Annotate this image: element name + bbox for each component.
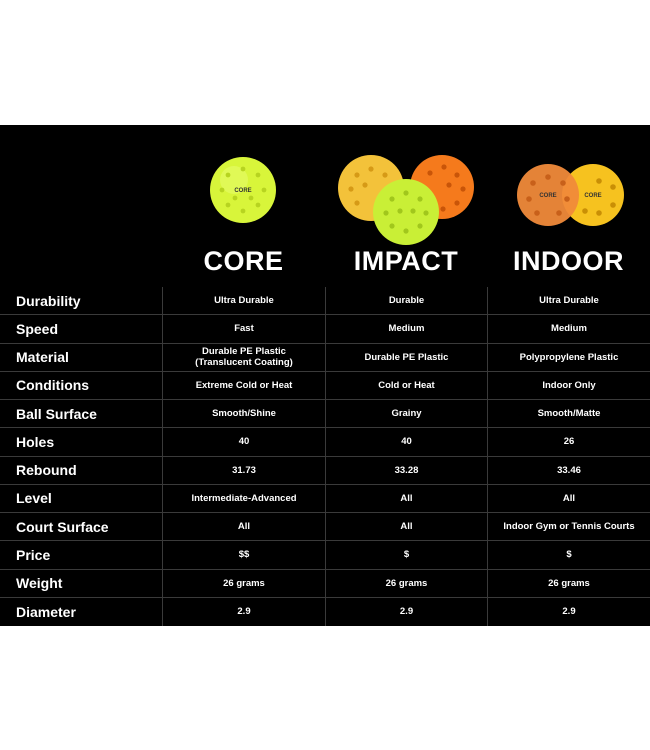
spec-value: 40 [325, 428, 487, 456]
spec-label: Conditions [16, 377, 90, 394]
spec-value: 40 [162, 428, 325, 456]
spec-label: Court Surface [16, 518, 109, 535]
spec-value: 2.9 [325, 597, 487, 626]
spec-label: Material [16, 349, 69, 366]
spec-value: Durable [325, 287, 487, 315]
spec-value: Polypropylene Plastic [487, 343, 650, 371]
spec-value: $ [487, 541, 650, 569]
comparison-header: CORE CORE [0, 125, 650, 287]
spec-label: Price [16, 546, 51, 563]
svg-text:CORE: CORE [234, 188, 251, 194]
spec-value: Ultra Durable [487, 287, 650, 315]
spec-value: Durable PE Plastic [325, 343, 487, 371]
spec-value: Durable PE Plastic (Translucent Coating) [162, 343, 325, 371]
spec-value: 26 [487, 428, 650, 456]
spec-row: Material Durable PE Plastic (Translucent C… [0, 343, 650, 372]
spec-row: Weight 26 grams 26 grams 26 grams [0, 569, 650, 598]
spec-value: 2.9 [487, 597, 650, 626]
spec-row: Court Surface All All Indoor Gym or Tennis … [0, 513, 650, 542]
spec-label: Rebound [16, 462, 77, 479]
spec-value: All [162, 513, 325, 541]
spec-row: Diameter 2.9 2.9 2.9 [0, 597, 650, 626]
spec-row: Conditions Extreme Cold or Heat Cold or He… [0, 371, 650, 400]
core-ball-icon: CORE [210, 157, 276, 223]
spec-value: Ultra Durable [162, 287, 325, 315]
spec-label: Level [16, 490, 52, 507]
indoor-ball-yellow-icon: CORE [562, 164, 624, 226]
spec-value: 26 grams [487, 569, 650, 597]
spec-value: Extreme Cold or Heat [162, 371, 325, 399]
spec-row: Rebound 31.73 33.28 33.46 [0, 456, 650, 485]
spec-value: 33.28 [325, 456, 487, 484]
column-head-indoor: CORE CORE INDOOR [487, 125, 650, 287]
column-head-impact: IMPACT [325, 125, 487, 287]
spec-label: Speed [16, 320, 59, 337]
spec-value: All [325, 484, 487, 512]
svg-text:CORE: CORE [584, 193, 601, 199]
svg-text:CORE: CORE [539, 193, 556, 199]
impact-ball-green-icon [373, 179, 439, 245]
ball-image-core: CORE [162, 125, 325, 245]
spec-row: Price $$ $ $ [0, 541, 650, 570]
column-title-indoor: INDOOR [513, 246, 624, 276]
spec-label: Weight [16, 575, 63, 592]
spec-label: Durability [16, 292, 81, 309]
spec-value: Smooth/Shine [162, 400, 325, 428]
column-title-impact: IMPACT [353, 246, 459, 276]
spec-label: Ball Surface [16, 405, 97, 422]
spec-row: Holes 40 40 26 [0, 428, 650, 457]
spec-value: Fast [162, 315, 325, 343]
spec-value: All [487, 484, 650, 512]
spec-value: Indoor Gym or Tennis Courts [487, 513, 650, 541]
spec-row: Ball Surface Smooth/Shine Grainy Smooth/Mat… [0, 400, 650, 429]
spec-row: Durability Ultra Durable Durable Ultra Dura… [0, 287, 650, 316]
spec-value: Cold or Heat [325, 371, 487, 399]
spec-value: 33.46 [487, 456, 650, 484]
column-title-core: CORE [203, 246, 284, 276]
spec-value: Smooth/Matte [487, 400, 650, 428]
comparison-panel: CORE CORE [0, 125, 650, 626]
spec-row: Level Intermediate-Advanced All All [0, 484, 650, 513]
spec-value: Grainy [325, 400, 487, 428]
spec-value: Medium [325, 315, 487, 343]
spec-value: 26 grams [325, 569, 487, 597]
spec-value: Intermediate-Advanced [162, 484, 325, 512]
spec-label: Holes [16, 433, 55, 450]
spec-value: Indoor Only [487, 371, 650, 399]
spec-table: Durability Ultra Durable Durable Ultra Dura… [0, 287, 650, 626]
spec-value: $ [325, 541, 487, 569]
ball-image-impact [325, 125, 487, 245]
spec-row: Speed Fast Medium Medium [0, 315, 650, 344]
spec-label: Diameter [16, 603, 76, 620]
spec-value: 2.9 [162, 597, 325, 626]
spec-value: 26 grams [162, 569, 325, 597]
ball-image-indoor: CORE CORE [487, 125, 650, 245]
spec-value: $$ [162, 541, 325, 569]
spec-value: 31.73 [162, 456, 325, 484]
spec-value: Medium [487, 315, 650, 343]
spec-value: All [325, 513, 487, 541]
indoor-ball-orange-icon: CORE [517, 164, 579, 226]
column-head-core: CORE CORE [162, 125, 325, 287]
